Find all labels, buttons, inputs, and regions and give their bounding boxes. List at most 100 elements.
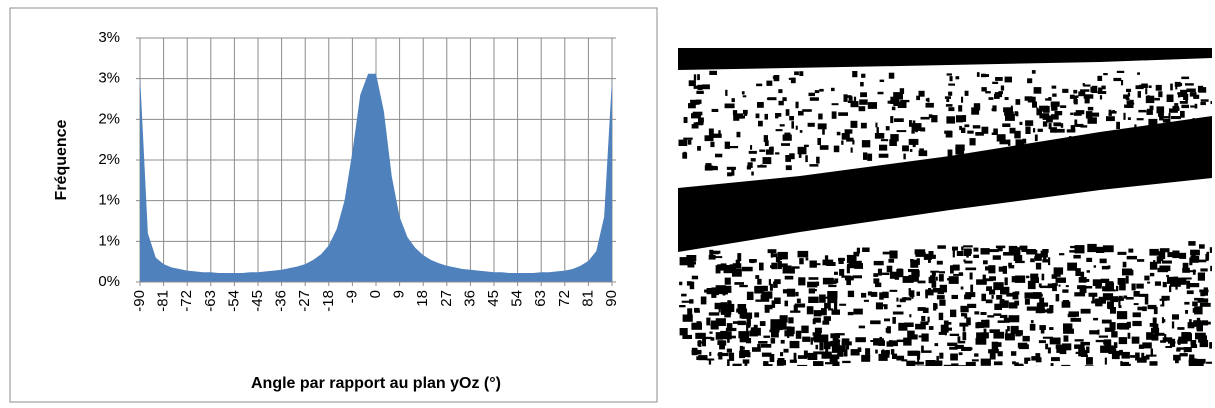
image-speck <box>775 129 783 132</box>
image-speck <box>899 298 906 303</box>
image-speck <box>906 360 916 366</box>
image-speck <box>951 294 958 299</box>
image-speck <box>879 292 884 300</box>
image-speck <box>725 89 728 96</box>
image-speck <box>841 140 844 145</box>
image-speck <box>880 272 890 275</box>
image-speck <box>935 360 942 366</box>
image-speck <box>732 110 738 116</box>
image-speck <box>822 259 834 266</box>
image-speck <box>721 331 732 340</box>
image-speck <box>885 327 888 333</box>
image-speck <box>807 122 815 127</box>
image-speck <box>936 355 939 363</box>
image-speck <box>785 109 790 116</box>
image-speck <box>1005 329 1008 335</box>
image-speck <box>808 92 815 97</box>
image-speck <box>939 299 946 306</box>
image-speck <box>757 343 761 351</box>
image-speck <box>991 295 994 299</box>
image-speck <box>1138 293 1149 297</box>
image-speck <box>768 147 772 150</box>
image-speck <box>1043 256 1047 262</box>
image-speck <box>983 74 989 77</box>
image-speck <box>1082 83 1085 87</box>
image-speck <box>1065 285 1069 288</box>
image-speck <box>928 256 931 263</box>
image-speck <box>863 152 868 160</box>
image-speck <box>786 288 796 297</box>
image-speck <box>956 115 964 123</box>
image-speck <box>841 275 852 278</box>
image-speck <box>784 300 788 307</box>
image-speck <box>1156 106 1165 114</box>
image-speck <box>876 127 879 135</box>
image-speck <box>753 324 758 331</box>
image-speck <box>764 113 768 120</box>
image-speck <box>1073 254 1081 259</box>
y-tick-label: 3% <box>98 29 120 46</box>
image-speck <box>1178 338 1181 345</box>
image-speck <box>916 258 920 265</box>
image-speck <box>824 255 829 263</box>
image-speck <box>1179 353 1188 357</box>
image-speck <box>827 295 838 304</box>
image-speck <box>1034 256 1039 260</box>
image-speck <box>709 251 719 255</box>
image-speck <box>782 97 787 102</box>
image-speck <box>793 352 797 361</box>
image-speck <box>746 318 749 325</box>
image-speck <box>1107 265 1111 269</box>
image-speck <box>1134 339 1139 343</box>
image-speck <box>974 311 980 315</box>
image-speck <box>1007 326 1010 332</box>
image-speck <box>1195 259 1207 263</box>
image-speck <box>1206 361 1212 364</box>
image-speck <box>723 265 735 274</box>
image-speck <box>836 131 841 136</box>
image-speck <box>728 352 735 361</box>
image-speck <box>1000 299 1005 301</box>
image-speck <box>844 129 853 134</box>
image-speck <box>903 297 907 300</box>
image-speck <box>763 335 771 338</box>
image-speck <box>823 341 831 350</box>
image-speck <box>985 91 991 94</box>
image-speck <box>1045 343 1049 350</box>
image-speck <box>1185 310 1188 314</box>
image-speck <box>1015 330 1021 337</box>
image-speck <box>1210 101 1212 105</box>
image-speck <box>1134 124 1137 128</box>
image-speck <box>1108 113 1112 116</box>
image-speck <box>973 103 981 111</box>
image-speck <box>1083 94 1094 99</box>
image-speck <box>1195 358 1206 364</box>
image-speck <box>1088 292 1098 297</box>
image-speck <box>1067 262 1077 271</box>
image-speck <box>1164 334 1167 341</box>
image-speck <box>834 278 839 283</box>
image-speck <box>1160 304 1165 307</box>
image-speck <box>878 153 889 158</box>
image-speck <box>844 276 854 281</box>
image-speck <box>1130 355 1136 358</box>
image-speck <box>881 350 890 358</box>
image-speck <box>865 348 871 356</box>
image-speck <box>1181 76 1190 80</box>
image-speck <box>1051 274 1057 279</box>
image-speck <box>720 308 726 315</box>
image-speck <box>770 327 777 332</box>
image-speck <box>1159 248 1170 253</box>
image-speck <box>1162 337 1173 342</box>
image-speck <box>982 278 994 282</box>
image-speck <box>791 121 794 129</box>
image-speck <box>853 308 863 315</box>
image-speck <box>985 266 991 271</box>
image-speck <box>813 351 825 355</box>
image-speck <box>957 336 961 343</box>
image-speck <box>995 245 1006 249</box>
image-speck <box>742 95 747 98</box>
image-speck <box>759 262 764 271</box>
image-speck <box>975 132 984 136</box>
image-speck <box>992 81 999 84</box>
